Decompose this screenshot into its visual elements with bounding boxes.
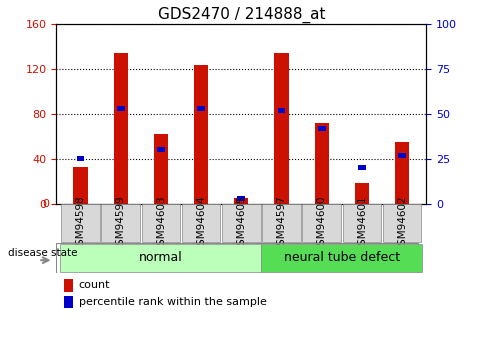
FancyBboxPatch shape xyxy=(60,244,262,272)
Text: percentile rank within the sample: percentile rank within the sample xyxy=(78,297,267,307)
Bar xyxy=(76,156,84,161)
Text: GSM94604: GSM94604 xyxy=(196,195,206,252)
Text: GSM94598: GSM94598 xyxy=(75,195,85,252)
Text: GSM94600: GSM94600 xyxy=(317,195,327,252)
Bar xyxy=(278,108,285,113)
Bar xyxy=(117,106,124,111)
Bar xyxy=(238,196,245,201)
Text: GSM94602: GSM94602 xyxy=(397,195,407,252)
Text: GSM94603: GSM94603 xyxy=(156,195,166,252)
FancyBboxPatch shape xyxy=(302,204,341,243)
Bar xyxy=(274,53,289,204)
Bar xyxy=(398,152,406,158)
Text: 0: 0 xyxy=(42,199,49,208)
FancyBboxPatch shape xyxy=(61,204,100,243)
Bar xyxy=(318,126,326,131)
FancyBboxPatch shape xyxy=(262,204,301,243)
Text: GSM94605: GSM94605 xyxy=(236,195,246,252)
Title: GDS2470 / 214888_at: GDS2470 / 214888_at xyxy=(158,7,325,23)
Bar xyxy=(234,198,248,204)
FancyBboxPatch shape xyxy=(343,204,381,243)
Bar xyxy=(154,134,168,204)
Bar xyxy=(197,106,205,111)
Bar xyxy=(114,53,128,204)
Text: GSM94601: GSM94601 xyxy=(357,195,367,252)
Bar xyxy=(74,167,88,204)
Bar xyxy=(395,142,409,204)
Text: neural tube defect: neural tube defect xyxy=(284,252,400,264)
Text: disease state: disease state xyxy=(8,248,78,258)
Text: normal: normal xyxy=(139,252,183,264)
Text: GSM94597: GSM94597 xyxy=(276,195,287,252)
Bar xyxy=(64,279,73,292)
Bar xyxy=(194,65,208,204)
Text: count: count xyxy=(78,280,110,290)
Bar xyxy=(358,165,366,170)
Bar xyxy=(315,123,329,204)
FancyBboxPatch shape xyxy=(101,204,140,243)
FancyBboxPatch shape xyxy=(142,204,180,243)
Bar xyxy=(355,184,369,204)
Text: GSM94599: GSM94599 xyxy=(116,195,126,252)
Bar xyxy=(157,147,165,152)
Bar xyxy=(64,296,73,308)
FancyBboxPatch shape xyxy=(182,204,220,243)
FancyBboxPatch shape xyxy=(222,204,261,243)
FancyBboxPatch shape xyxy=(383,204,421,243)
FancyBboxPatch shape xyxy=(262,244,422,272)
